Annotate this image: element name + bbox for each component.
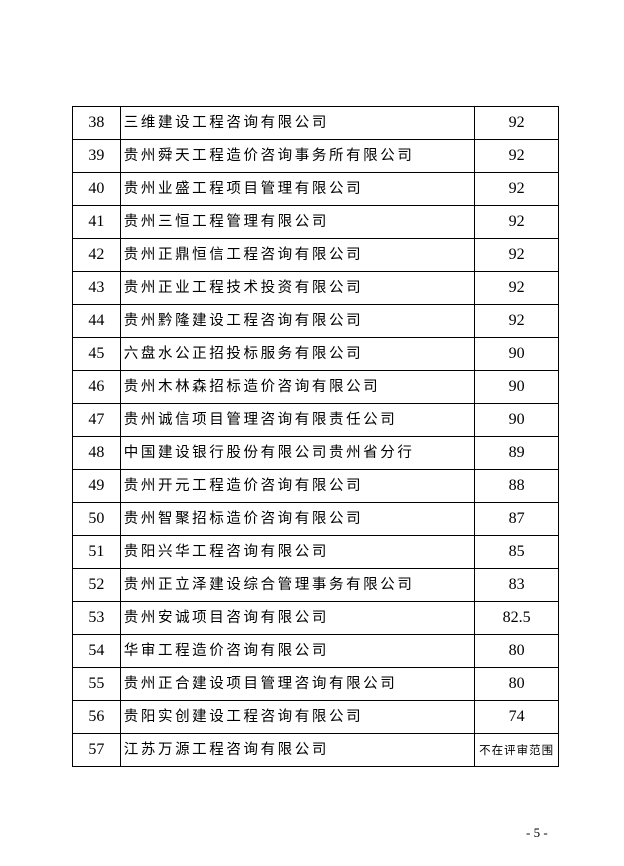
row-number: 42 xyxy=(72,238,121,272)
row-number: 49 xyxy=(72,469,121,503)
table-row: 38 三维建设工程咨询有限公司 92 xyxy=(72,106,559,140)
table-row: 47 贵州诚信项目管理咨询有限责任公司 90 xyxy=(72,403,559,437)
row-number: 41 xyxy=(72,205,121,239)
score: 90 xyxy=(474,370,559,404)
score: 80 xyxy=(474,634,559,668)
company-name: 贵州木林森招标造价咨询有限公司 xyxy=(119,370,476,404)
table-row: 45 六盘水公正招投标服务有限公司 90 xyxy=(72,337,559,371)
table-row: 48 中国建设银行股份有限公司贵州省分行 89 xyxy=(72,436,559,470)
row-number: 55 xyxy=(72,667,121,701)
company-name: 三维建设工程咨询有限公司 xyxy=(119,106,476,140)
table-row: 53 贵州安诚项目咨询有限公司 82.5 xyxy=(72,601,559,635)
company-name: 华审工程造价咨询有限公司 xyxy=(119,634,476,668)
table-row: 39 贵州舜天工程造价咨询事务所有限公司 92 xyxy=(72,139,559,173)
table-row: 57 江苏万源工程咨询有限公司 不在评审范围 xyxy=(72,733,559,767)
score: 80 xyxy=(474,667,559,701)
company-name: 贵州正业工程技术投资有限公司 xyxy=(119,271,476,305)
score: 87 xyxy=(474,502,559,536)
table-row: 44 贵州黔隆建设工程咨询有限公司 92 xyxy=(72,304,559,338)
row-number: 40 xyxy=(72,172,121,206)
row-number: 51 xyxy=(72,535,121,569)
page-number: - 5 - xyxy=(526,825,548,840)
company-name: 贵州业盛工程项目管理有限公司 xyxy=(119,172,476,206)
row-number: 50 xyxy=(72,502,121,536)
company-name: 贵州舜天工程造价咨询事务所有限公司 xyxy=(119,139,476,173)
row-number: 53 xyxy=(72,601,121,635)
company-name: 贵州正合建设项目管理咨询有限公司 xyxy=(119,667,476,701)
score: 92 xyxy=(474,205,559,239)
company-name: 贵州智聚招标造价咨询有限公司 xyxy=(119,502,476,536)
row-number: 47 xyxy=(72,403,121,437)
company-name: 江苏万源工程咨询有限公司 xyxy=(119,733,476,767)
score: 92 xyxy=(474,139,559,173)
table-row: 56 贵阳实创建设工程咨询有限公司 74 xyxy=(72,700,559,734)
company-name: 贵阳实创建设工程咨询有限公司 xyxy=(119,700,476,734)
table-row: 46 贵州木林森招标造价咨询有限公司 90 xyxy=(72,370,559,404)
company-name: 贵阳兴华工程咨询有限公司 xyxy=(119,535,476,569)
company-name: 贵州黔隆建设工程咨询有限公司 xyxy=(119,304,476,338)
score: 90 xyxy=(474,403,559,437)
table-row: 54 华审工程造价咨询有限公司 80 xyxy=(72,634,559,668)
row-number: 48 xyxy=(72,436,121,470)
row-number: 45 xyxy=(72,337,121,371)
score: 74 xyxy=(474,700,559,734)
table-row: 41 贵州三恒工程管理有限公司 92 xyxy=(72,205,559,239)
score: 90 xyxy=(474,337,559,371)
row-number: 56 xyxy=(72,700,121,734)
score: 89 xyxy=(474,436,559,470)
company-name: 贵州安诚项目咨询有限公司 xyxy=(119,601,476,635)
score: 不在评审范围 xyxy=(474,733,559,767)
row-number: 46 xyxy=(72,370,121,404)
table-row: 49 贵州开元工程造价咨询有限公司 88 xyxy=(72,469,559,503)
score: 83 xyxy=(474,568,559,602)
score: 92 xyxy=(474,106,559,140)
company-name: 贵州开元工程造价咨询有限公司 xyxy=(119,469,476,503)
company-name: 贵州正立泽建设综合管理事务有限公司 xyxy=(119,568,476,602)
table-row: 50 贵州智聚招标造价咨询有限公司 87 xyxy=(72,502,559,536)
score: 92 xyxy=(474,238,559,272)
score: 92 xyxy=(474,304,559,338)
company-name: 中国建设银行股份有限公司贵州省分行 xyxy=(119,436,476,470)
row-number: 44 xyxy=(72,304,121,338)
table-row: 52 贵州正立泽建设综合管理事务有限公司 83 xyxy=(72,568,559,602)
score: 85 xyxy=(474,535,559,569)
row-number: 38 xyxy=(72,106,121,140)
company-name: 贵州正鼎恒信工程咨询有限公司 xyxy=(119,238,476,272)
row-number: 52 xyxy=(72,568,121,602)
row-number: 43 xyxy=(72,271,121,305)
score: 88 xyxy=(474,469,559,503)
table-row: 51 贵阳兴华工程咨询有限公司 85 xyxy=(72,535,559,569)
table-row: 40 贵州业盛工程项目管理有限公司 92 xyxy=(72,172,559,206)
row-number: 39 xyxy=(72,139,121,173)
table-row: 55 贵州正合建设项目管理咨询有限公司 80 xyxy=(72,667,559,701)
score: 92 xyxy=(474,172,559,206)
row-number: 57 xyxy=(72,733,121,767)
company-name: 六盘水公正招投标服务有限公司 xyxy=(119,337,476,371)
table-row: 43 贵州正业工程技术投资有限公司 92 xyxy=(72,271,559,305)
table-row: 42 贵州正鼎恒信工程咨询有限公司 92 xyxy=(72,238,559,272)
company-name: 贵州三恒工程管理有限公司 xyxy=(119,205,476,239)
score: 92 xyxy=(474,271,559,305)
score: 82.5 xyxy=(474,601,559,635)
results-table: 38 三维建设工程咨询有限公司 92 39 贵州舜天工程造价咨询事务所有限公司 92 40 贵… xyxy=(72,106,559,767)
company-name: 贵州诚信项目管理咨询有限责任公司 xyxy=(119,403,476,437)
row-number: 54 xyxy=(72,634,121,668)
